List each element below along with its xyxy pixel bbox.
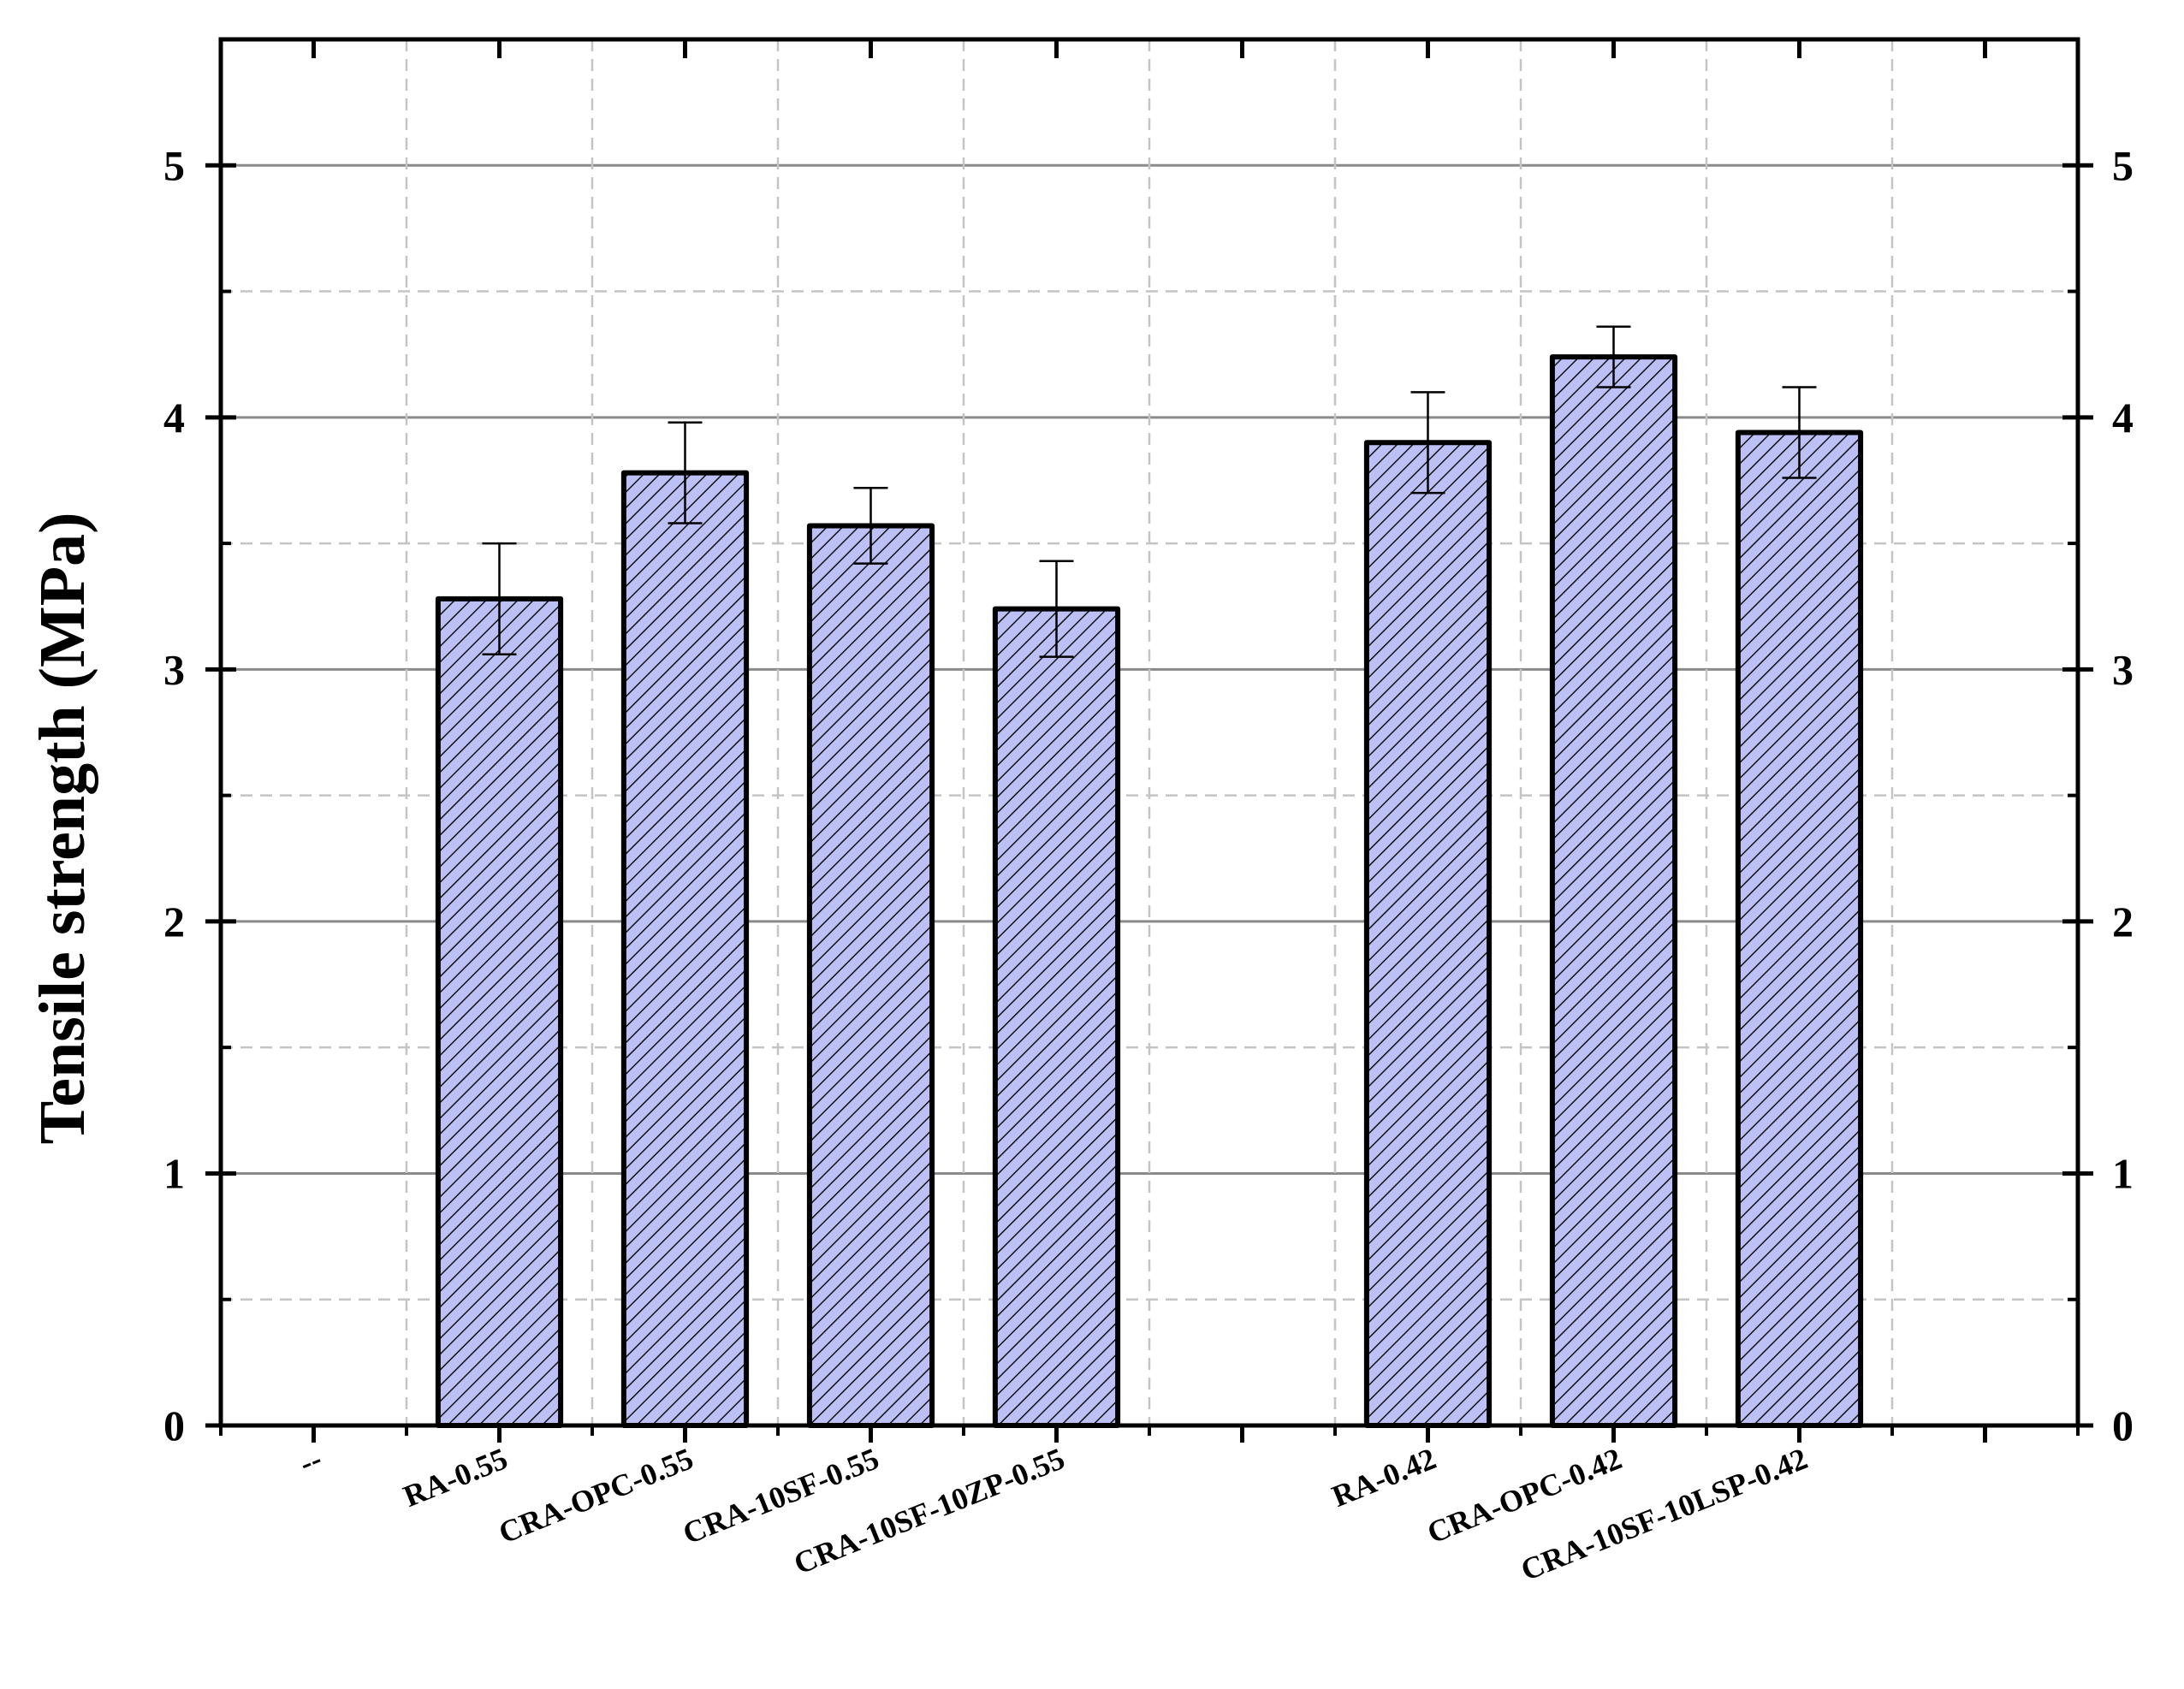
x-tick-label: CRA-OPC-0.55 xyxy=(494,1441,697,1550)
y-tick-label-right: 5 xyxy=(2112,141,2134,189)
bar xyxy=(435,596,564,1428)
bars xyxy=(435,325,1864,1428)
bar xyxy=(806,523,935,1428)
bar xyxy=(1735,430,1864,1428)
y-tick-label-right: 2 xyxy=(2112,898,2134,945)
bar xyxy=(1549,354,1678,1428)
bar xyxy=(1363,440,1493,1428)
y-axis-title: Tensile strength (MPa) xyxy=(27,513,98,1145)
x-tick-label: RA-0.42 xyxy=(1327,1441,1441,1514)
y-tick-label-left: 1 xyxy=(163,1149,185,1197)
y-tick-label-right: 0 xyxy=(2112,1402,2134,1449)
x-tick-label: RA-0.55 xyxy=(399,1441,513,1514)
y-tick-label-left: 5 xyxy=(163,141,185,189)
y-tick-label-left: 2 xyxy=(163,898,185,945)
bar xyxy=(620,470,750,1428)
y-tick-label-left: 0 xyxy=(163,1402,185,1449)
y-tick-label-right: 3 xyxy=(2112,645,2134,693)
y-tick-label-right: 1 xyxy=(2112,1149,2134,1197)
x-tick-label: -- xyxy=(294,1441,326,1480)
bar xyxy=(992,606,1121,1428)
y-tick-label-left: 4 xyxy=(163,394,185,442)
y-tick-label-left: 3 xyxy=(163,645,185,693)
y-tick-label-right: 4 xyxy=(2112,394,2134,442)
